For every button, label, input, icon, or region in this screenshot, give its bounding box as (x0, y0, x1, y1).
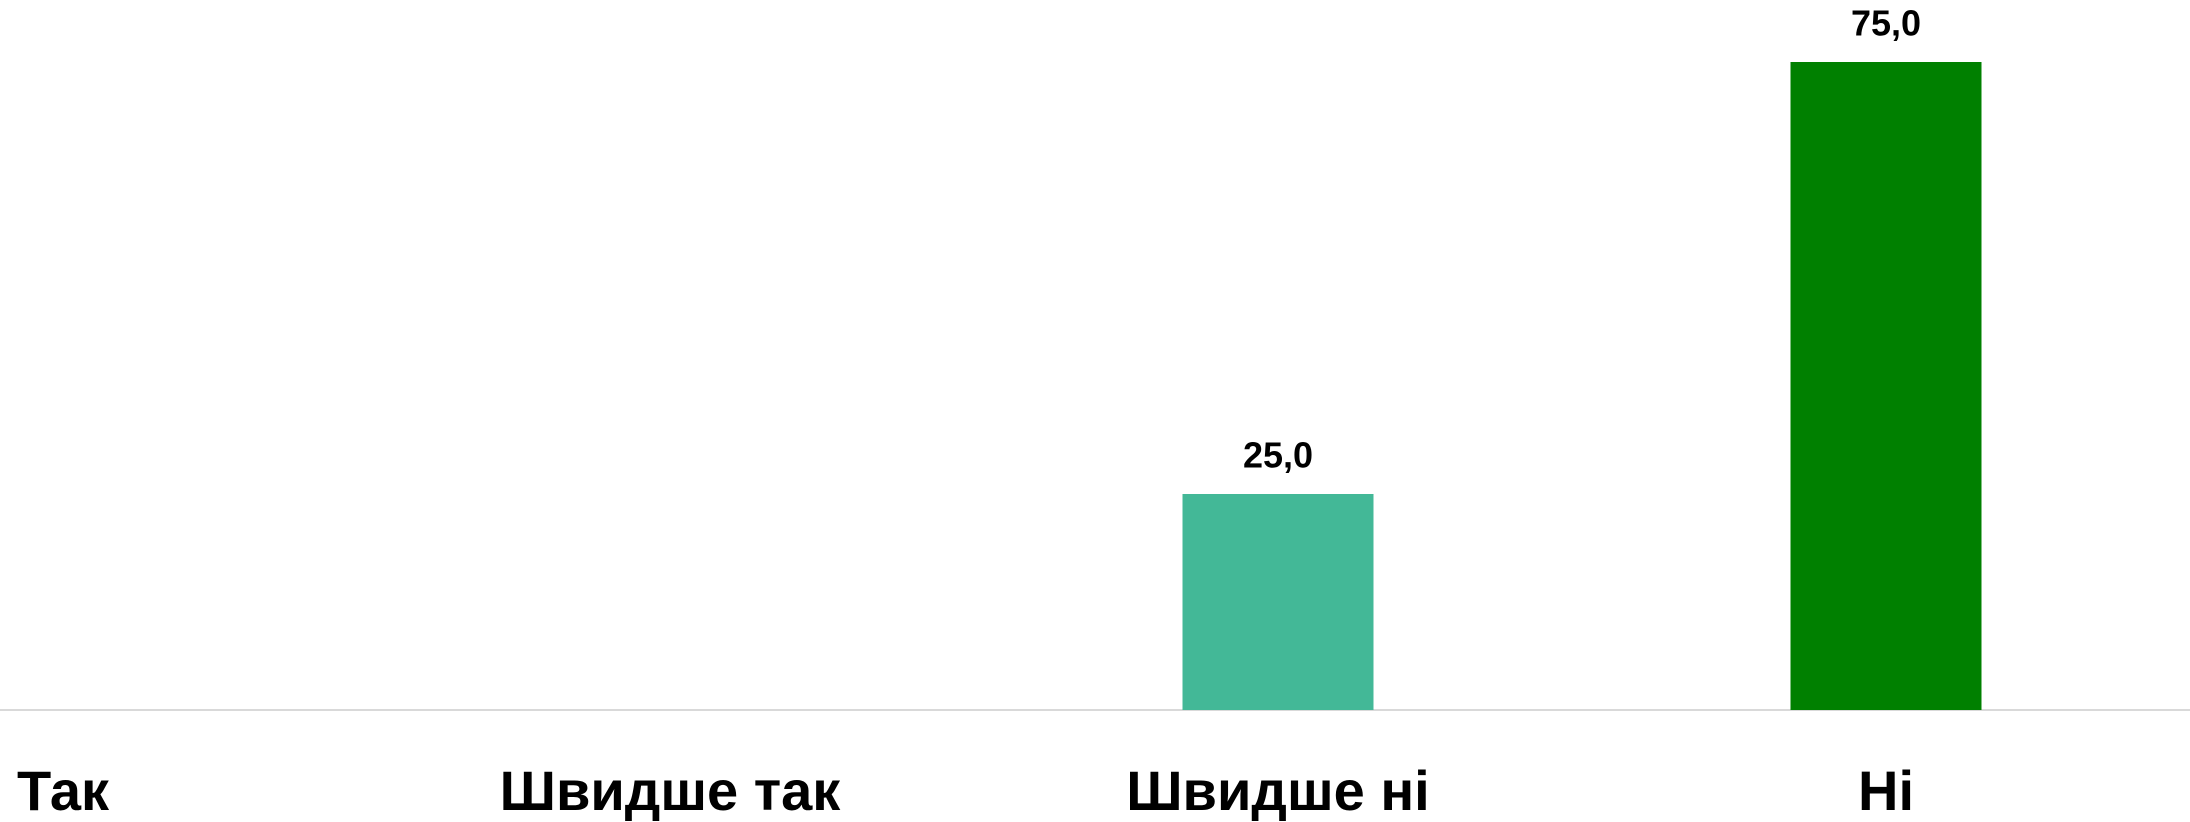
x-tick-label: Швидше так (500, 759, 842, 822)
value-label: 75,0 (1851, 3, 1921, 44)
bar (1182, 494, 1374, 710)
bar (1790, 62, 1982, 710)
x-tick-label: Так (17, 759, 110, 822)
x-tick-label: Швидше ні (1126, 759, 1429, 822)
value-label: 25,0 (1243, 435, 1313, 476)
x-tick-label: Ні (1858, 759, 1914, 822)
